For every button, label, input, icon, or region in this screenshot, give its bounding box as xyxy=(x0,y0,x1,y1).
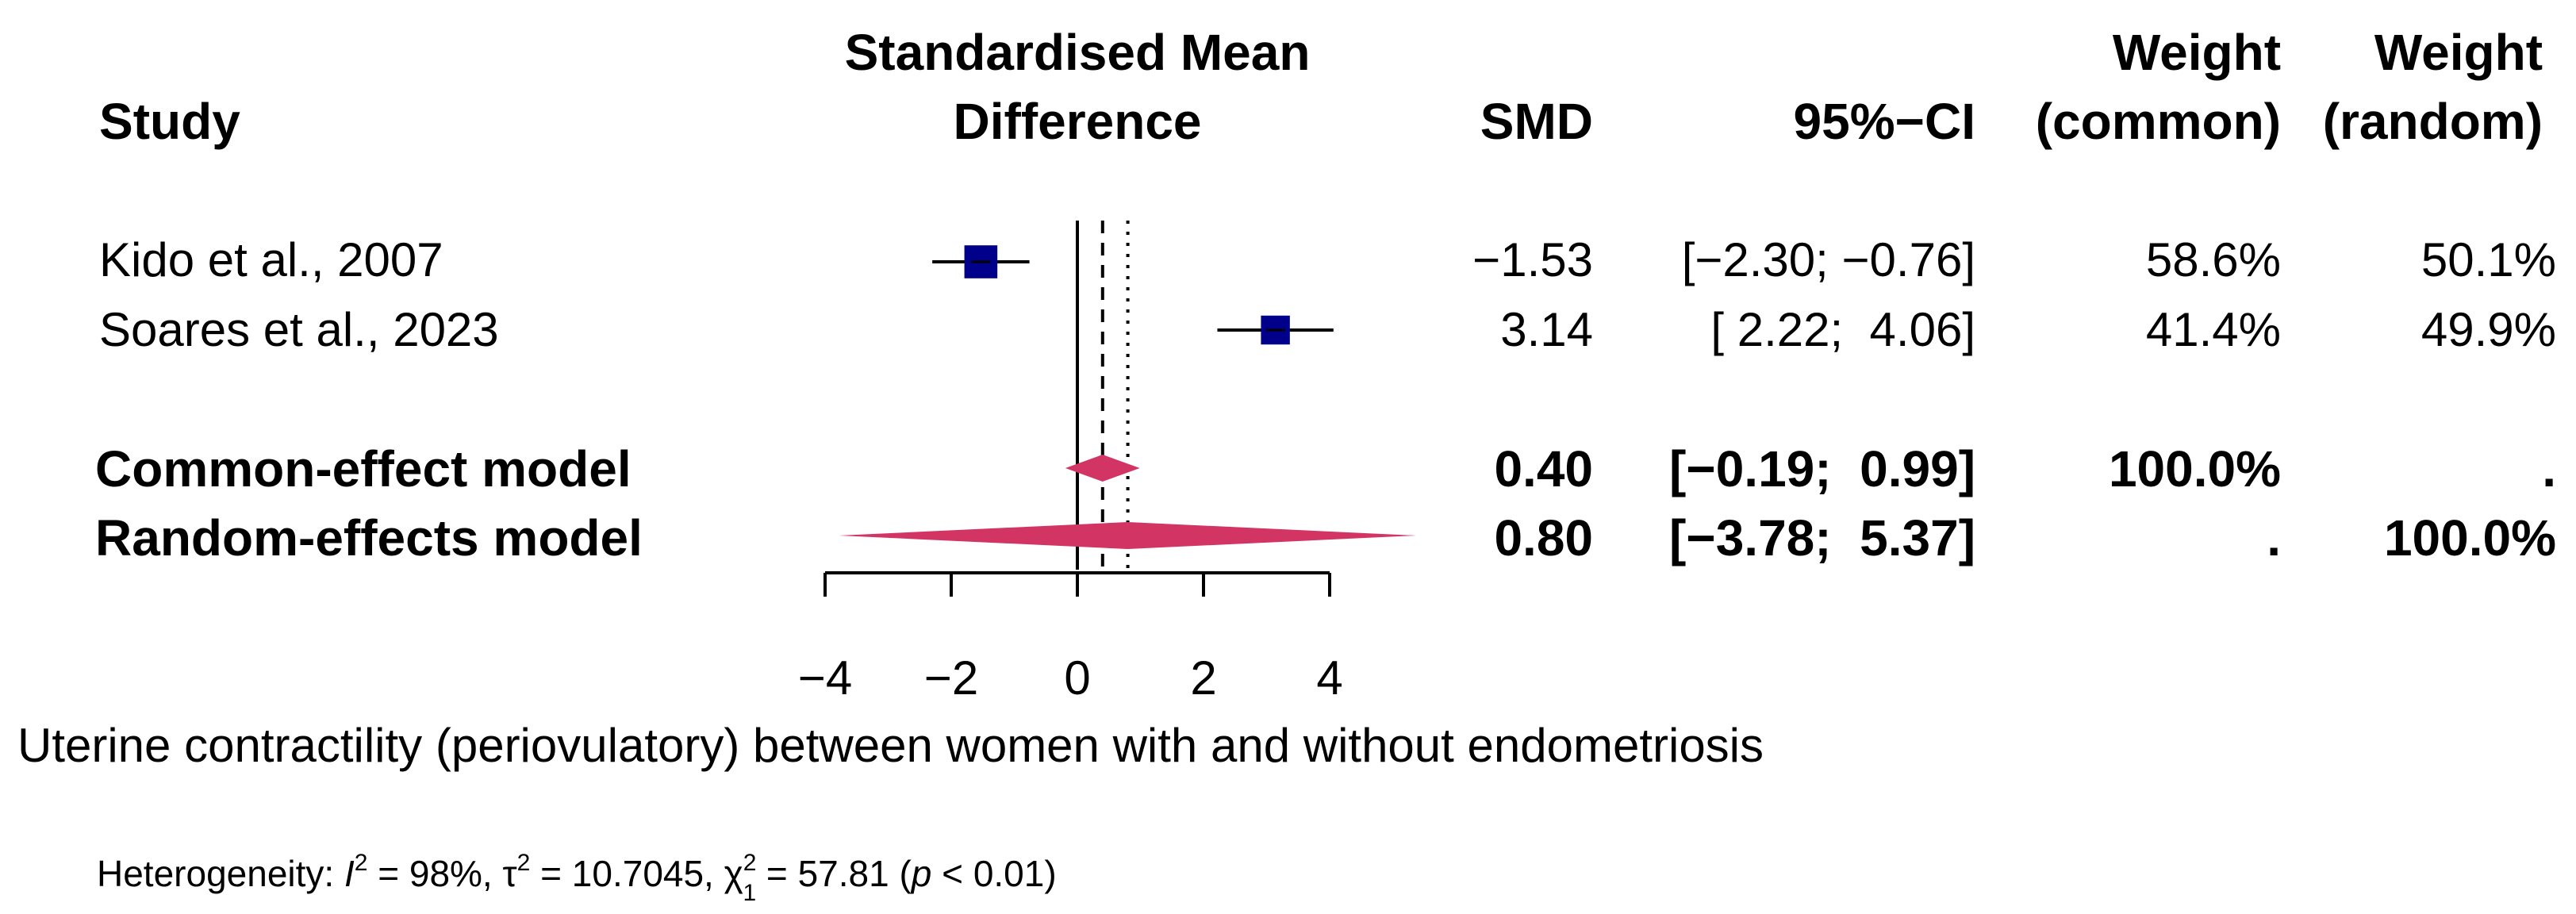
header-smd-title-line2: Difference xyxy=(954,93,1202,150)
tick-label: 4 xyxy=(1316,651,1342,705)
model-ci: [−0.19; 0.99] xyxy=(1669,440,1975,497)
random-effect-diamond xyxy=(839,522,1416,549)
study-weight-random: 50.1% xyxy=(2421,233,2556,286)
header-smd-title-line1: Standardised Mean xyxy=(845,24,1311,81)
tick-label: 0 xyxy=(1064,651,1090,705)
study-name: Soares et al., 2023 xyxy=(99,303,499,356)
i2-value: = 98%, xyxy=(367,853,502,894)
common-effect-diamond xyxy=(1065,455,1140,482)
model-weight-common: 100.0% xyxy=(2109,440,2281,497)
study-weight-common: 41.4% xyxy=(2146,303,2281,356)
tau-value: = 10.7045, xyxy=(530,853,724,894)
model-name: Common-effect model xyxy=(95,440,632,497)
header-weight-common-2: (common) xyxy=(2036,93,2281,150)
x-axis-label: Uterine contractility (periovulatory) be… xyxy=(17,719,1764,772)
header-study: Study xyxy=(99,93,240,150)
tick-label: −4 xyxy=(798,651,852,705)
header-weight-random-1: Weight xyxy=(2374,24,2543,81)
i2-superscript: 2 xyxy=(355,850,368,876)
heterogeneity-prefix: Heterogeneity: xyxy=(97,853,344,894)
study-smd: 3.14 xyxy=(1500,303,1593,356)
p-symbol: p xyxy=(910,853,932,894)
study-name: Kido et al., 2007 xyxy=(99,233,443,286)
tick-label: 2 xyxy=(1190,651,1216,705)
model-smd: 0.40 xyxy=(1494,440,1593,497)
model-weight-random: . xyxy=(2542,440,2556,497)
model-ci: [−3.78; 5.37] xyxy=(1669,509,1975,566)
header-smd: SMD xyxy=(1480,93,1593,150)
study-weight-common: 58.6% xyxy=(2146,233,2281,286)
study-weight-random: 49.9% xyxy=(2421,303,2556,356)
model-weight-random: 100.0% xyxy=(2384,509,2556,566)
chi-symbol: χ xyxy=(724,853,743,894)
forest-graphic xyxy=(823,221,1416,597)
study-ci: [ 2.22; 4.06] xyxy=(1710,303,1975,356)
study-ci: [−2.30; −0.76] xyxy=(1682,233,1975,286)
header-weight-common-1: Weight xyxy=(2113,24,2281,81)
header-weight-random-2: (random) xyxy=(2323,93,2543,150)
model-name: Random-effects model xyxy=(95,509,643,566)
study-smd: −1.53 xyxy=(1472,233,1593,286)
chi-superscript: 2 xyxy=(743,850,757,876)
tau-symbol: τ xyxy=(503,853,517,894)
chi-value: = 57.81 ( xyxy=(756,853,912,894)
chi-subscript: 1 xyxy=(743,880,756,906)
header-ci: 95%−CI xyxy=(1794,93,1975,150)
model-smd: 0.80 xyxy=(1494,509,1593,566)
model-weight-common: . xyxy=(2267,509,2281,566)
p-value: < 0.01) xyxy=(931,853,1056,894)
tick-label: −2 xyxy=(924,651,978,705)
heterogeneity-text: Heterogeneity: I2 = 98%, τ2 = 10.7045, χ… xyxy=(97,850,1057,906)
i2-symbol: I xyxy=(344,853,355,894)
tau-superscript: 2 xyxy=(517,850,531,876)
